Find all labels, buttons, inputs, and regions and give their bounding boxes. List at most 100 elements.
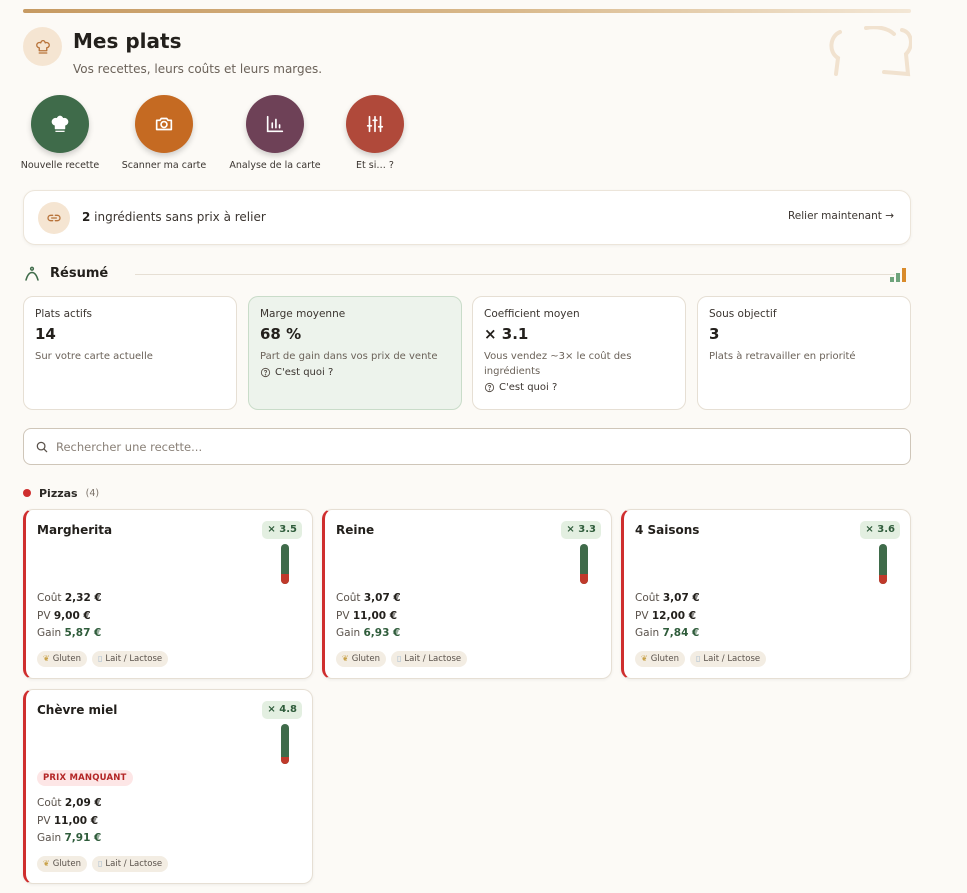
summary-section-header: Résumé bbox=[23, 265, 911, 285]
cost-value: 3,07 € bbox=[363, 592, 401, 604]
allergen-tag-gluten: ❦ Gluten bbox=[37, 651, 87, 667]
coefficient-badge: × 3.6 bbox=[860, 521, 900, 539]
scan-menu-button[interactable] bbox=[135, 95, 193, 153]
summary-icon bbox=[25, 266, 39, 281]
banner-message: 2 ingrédients sans prix à relier bbox=[82, 210, 266, 224]
summary-title: Résumé bbox=[50, 266, 109, 281]
chef-hat-icon bbox=[51, 115, 69, 132]
price-label: PV bbox=[37, 609, 51, 622]
stat-label: Marge moyenne bbox=[260, 308, 346, 320]
category-count: (4) bbox=[85, 487, 100, 499]
quick-action-label: Analyse de la carte bbox=[229, 160, 321, 171]
coefficient-badge: × 3.5 bbox=[262, 521, 302, 539]
gain-value: 5,87 € bbox=[64, 627, 102, 639]
price-line: PV 9,00 € bbox=[37, 608, 102, 626]
quick-action-scan-menu[interactable]: Scanner ma carte bbox=[112, 95, 216, 171]
price-line: PV 11,00 € bbox=[37, 813, 102, 831]
cost-label: Coût bbox=[336, 592, 361, 604]
recipe-figures: Coût 2,09 € PV 11,00 € Gain 7,91 € bbox=[37, 795, 102, 848]
stat-value: × 3.1 bbox=[484, 325, 529, 343]
help-link[interactable]: C'est quoi ? bbox=[260, 367, 450, 378]
price-value: 9,00 € bbox=[53, 609, 91, 622]
wheat-icon: ❦ bbox=[342, 654, 349, 663]
stat-label: Sous objectif bbox=[709, 308, 777, 320]
help-link[interactable]: C'est quoi ? bbox=[484, 382, 674, 393]
search-input[interactable] bbox=[56, 437, 886, 457]
page-title: Mes plats bbox=[73, 29, 182, 53]
recipe-name: Margherita bbox=[37, 523, 113, 537]
new-recipe-button[interactable] bbox=[31, 95, 89, 153]
decorative-chef-hat-icon bbox=[829, 26, 912, 77]
quick-action-label: Scanner ma carte bbox=[121, 160, 207, 171]
milk-icon: ▯ bbox=[397, 654, 402, 663]
help-circle-icon bbox=[484, 382, 495, 393]
link-icon bbox=[38, 202, 70, 234]
coefficient-badge: × 4.8 bbox=[262, 701, 302, 719]
tag-label: Lait / Lactose bbox=[404, 654, 462, 664]
section-divider bbox=[135, 274, 895, 275]
stat-description: Vous vendez ~3× le coût des ingrédients bbox=[484, 351, 632, 377]
stat-card-below-target: Sous objectif 3 Plats à retravailler en … bbox=[697, 296, 911, 410]
gauge-low-fill bbox=[281, 574, 289, 584]
recipe-card[interactable]: Margherita × 3.5 Coût 2,32 € PV 9,00 € G… bbox=[23, 509, 313, 679]
gauge-low-fill bbox=[281, 756, 289, 764]
quick-action-what-if[interactable]: Et si… ? bbox=[323, 95, 427, 171]
milk-icon: ▯ bbox=[696, 654, 701, 663]
category-header[interactable]: Pizzas (4) bbox=[23, 486, 99, 500]
cost-label: Coût bbox=[37, 797, 62, 809]
coefficient-badge: × 3.3 bbox=[561, 521, 601, 539]
allergen-tags: ❦ Gluten ▯ Lait / Lactose bbox=[635, 651, 767, 667]
margin-gauge bbox=[281, 544, 289, 584]
price-value: 11,00 € bbox=[352, 609, 398, 622]
stat-card-average-margin[interactable]: Marge moyenne 68 % Part de gain dans vos… bbox=[248, 296, 462, 410]
quick-action-label: Nouvelle recette bbox=[20, 160, 100, 171]
price-line: PV 12,00 € bbox=[635, 608, 700, 626]
stat-description: Plats à retravailler en priorité bbox=[709, 351, 856, 362]
allergen-tag-lactose: ▯ Lait / Lactose bbox=[391, 651, 468, 667]
recipe-figures: Coût 3,07 € PV 11,00 € Gain 6,93 € bbox=[336, 590, 401, 643]
tag-label: Lait / Lactose bbox=[105, 859, 163, 869]
allergen-tags: ❦ Gluten ▯ Lait / Lactose bbox=[37, 856, 169, 872]
menu-analysis-button[interactable] bbox=[246, 95, 304, 153]
price-label: PV bbox=[37, 814, 51, 827]
signal-bars-icon bbox=[890, 268, 906, 282]
search-box bbox=[23, 428, 911, 465]
cost-line: Coût 2,09 € bbox=[37, 795, 102, 813]
gain-label: Gain bbox=[37, 627, 62, 639]
price-value: 11,00 € bbox=[53, 814, 99, 827]
cost-value: 3,07 € bbox=[662, 592, 700, 604]
recipe-card[interactable]: 4 Saisons × 3.6 Coût 3,07 € PV 12,00 € G… bbox=[621, 509, 911, 679]
cost-label: Coût bbox=[635, 592, 660, 604]
page-subtitle: Vos recettes, leurs coûts et leurs marge… bbox=[73, 62, 323, 76]
what-if-button[interactable] bbox=[346, 95, 404, 153]
gain-label: Gain bbox=[37, 832, 62, 844]
recipe-figures: Coût 2,32 € PV 9,00 € Gain 5,87 € bbox=[37, 590, 102, 643]
search-icon bbox=[36, 441, 48, 453]
recipe-name: Reine bbox=[336, 523, 375, 537]
price-label: PV bbox=[336, 609, 350, 622]
allergen-tag-gluten: ❦ Gluten bbox=[635, 651, 685, 667]
quick-action-new-recipe[interactable]: Nouvelle recette bbox=[8, 95, 112, 171]
top-accent-bar bbox=[23, 9, 911, 13]
recipe-card[interactable]: Reine × 3.3 Coût 3,07 € PV 11,00 € Gain … bbox=[322, 509, 612, 679]
help-link-label: C'est quoi ? bbox=[499, 382, 558, 393]
quick-action-menu-analysis[interactable]: Analyse de la carte bbox=[223, 95, 327, 171]
recipe-name: Chèvre miel bbox=[37, 703, 118, 717]
gain-line: Gain 6,93 € bbox=[336, 625, 401, 643]
category-color-dot bbox=[23, 489, 31, 497]
tag-label: Gluten bbox=[52, 859, 81, 869]
recipe-card[interactable]: Chèvre miel × 4.8 PRIX MANQUANT Coût 2,0… bbox=[23, 689, 313, 884]
allergen-tag-gluten: ❦ Gluten bbox=[336, 651, 386, 667]
gain-line: Gain 7,91 € bbox=[37, 830, 102, 848]
stat-value: 3 bbox=[709, 325, 720, 343]
link-now-button[interactable]: Relier maintenant → bbox=[787, 210, 894, 222]
allergen-tag-gluten: ❦ Gluten bbox=[37, 856, 87, 872]
missing-prices-banner: 2 ingrédients sans prix à relier Relier … bbox=[23, 190, 911, 245]
quick-action-label: Et si… ? bbox=[356, 160, 394, 171]
tag-label: Gluten bbox=[52, 654, 81, 664]
gain-value: 7,84 € bbox=[662, 627, 700, 639]
stat-card-active-dishes: Plats actifs 14 Sur votre carte actuelle bbox=[23, 296, 237, 410]
margin-gauge bbox=[879, 544, 887, 584]
cost-line: Coût 3,07 € bbox=[635, 590, 700, 608]
category-name: Pizzas bbox=[39, 486, 78, 500]
